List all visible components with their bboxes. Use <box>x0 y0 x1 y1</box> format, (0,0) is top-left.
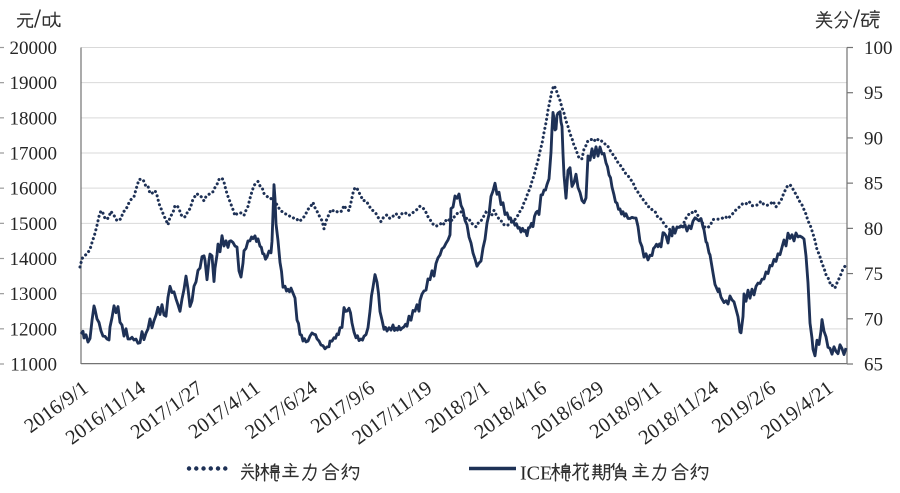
svg-text:ICE: ICE <box>520 463 552 485</box>
svg-text:95: 95 <box>864 83 883 104</box>
svg-text:15000: 15000 <box>10 214 58 235</box>
svg-text:65: 65 <box>864 355 883 376</box>
svg-text:17000: 17000 <box>10 144 58 165</box>
svg-text:20000: 20000 <box>10 38 58 59</box>
svg-text:11000: 11000 <box>10 355 57 376</box>
svg-text:13000: 13000 <box>10 284 58 305</box>
svg-text:18000: 18000 <box>10 108 58 129</box>
svg-text:16000: 16000 <box>10 179 58 200</box>
svg-text:90: 90 <box>864 128 883 149</box>
svg-text:70: 70 <box>864 309 883 330</box>
svg-text:12000: 12000 <box>10 319 58 340</box>
svg-text:80: 80 <box>864 219 883 240</box>
svg-text:100: 100 <box>864 38 893 59</box>
svg-text:14000: 14000 <box>10 249 58 270</box>
svg-text:85: 85 <box>864 174 883 195</box>
svg-text:75: 75 <box>864 264 883 285</box>
svg-text:19000: 19000 <box>10 73 58 94</box>
